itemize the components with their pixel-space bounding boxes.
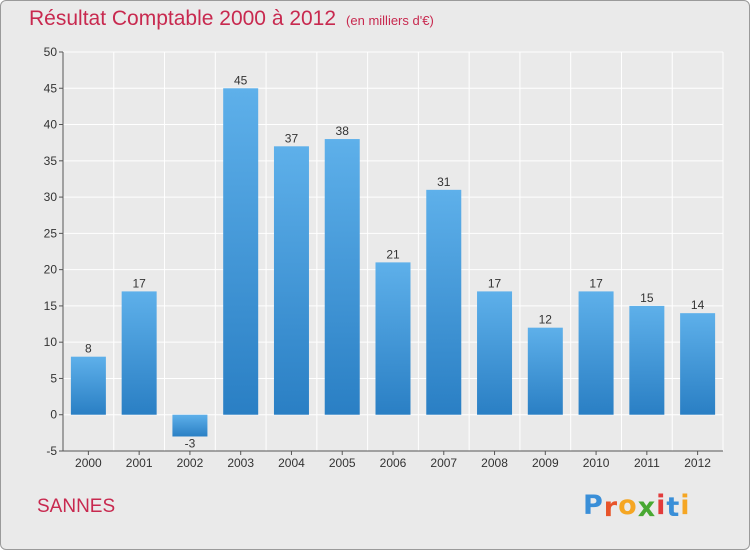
bar — [527, 327, 563, 415]
y-tick-label: 0 — [50, 408, 57, 422]
bar — [324, 139, 360, 415]
data-label: 17 — [488, 276, 502, 290]
x-tick-label: 2012 — [684, 456, 711, 470]
bars — [70, 88, 716, 437]
x-tick-label: 2002 — [177, 456, 204, 470]
y-tick-label: 40 — [44, 118, 58, 132]
bar — [375, 262, 411, 415]
data-label: 8 — [85, 342, 92, 356]
bar — [578, 291, 614, 415]
labels: -5 0 5 10 15 20 25 30 35 40 45 50 8 2000 17 2001 -3 2002 4… — [44, 45, 712, 470]
logo-letter: i — [680, 490, 691, 521]
bar — [477, 291, 513, 415]
data-label: 12 — [539, 313, 553, 327]
commune-name: SANNES — [37, 496, 116, 517]
y-tick-label: 5 — [50, 371, 57, 385]
y-tick-label: 45 — [44, 81, 58, 95]
bar — [70, 356, 106, 415]
y-tick-label: 15 — [44, 299, 58, 313]
data-label: 37 — [285, 131, 299, 145]
logo-letter: r — [603, 492, 619, 523]
logo-letter: x — [637, 492, 657, 523]
data-label: 15 — [640, 291, 654, 305]
bar — [629, 305, 665, 415]
x-tick-label: 2009 — [532, 456, 559, 470]
y-tick-label: -5 — [46, 444, 57, 458]
bar — [273, 146, 309, 415]
logo-letter: o — [618, 490, 638, 521]
y-tick-label: 50 — [44, 45, 58, 59]
bar — [426, 189, 462, 415]
chart-subtitle: (en milliers d'€) — [346, 13, 434, 28]
x-tick-label: 2008 — [481, 456, 508, 470]
x-tick-label: 2005 — [329, 456, 356, 470]
axes — [59, 51, 723, 455]
x-tick-label: 2001 — [126, 456, 153, 470]
x-tick-label: 2003 — [227, 456, 254, 470]
bar — [121, 291, 157, 415]
data-label: 17 — [132, 276, 146, 290]
bar — [223, 88, 259, 415]
data-label: 45 — [234, 73, 248, 87]
x-tick-label: 2011 — [634, 456, 660, 470]
x-tick-label: 2000 — [75, 456, 102, 470]
data-label: 38 — [336, 124, 350, 138]
chart-title-text: Résultat Comptable 2000 à 2012 — [29, 7, 337, 30]
bar — [172, 414, 208, 437]
data-label: 17 — [589, 276, 603, 290]
chart-title: Résultat Comptable 2000 à 2012 (en millie… — [29, 7, 434, 31]
data-label: 21 — [386, 247, 400, 261]
proxiti-logo: Proxiti — [583, 490, 691, 523]
x-tick-label: 2006 — [380, 456, 407, 470]
y-tick-label: 25 — [44, 226, 58, 240]
logo-letter: P — [583, 490, 604, 521]
data-label: 14 — [691, 298, 705, 312]
data-label: -3 — [185, 436, 196, 450]
y-tick-label: 35 — [44, 154, 58, 168]
bar — [680, 313, 716, 415]
data-label: 31 — [437, 175, 451, 189]
logo-letter: i — [656, 490, 667, 521]
y-tick-label: 30 — [44, 190, 58, 204]
y-tick-label: 10 — [44, 335, 58, 349]
x-tick-label: 2010 — [583, 456, 610, 470]
y-tick-label: 20 — [44, 263, 58, 277]
x-tick-label: 2007 — [430, 456, 457, 470]
logo-letter: t — [666, 492, 681, 523]
x-tick-label: 2004 — [278, 456, 305, 470]
